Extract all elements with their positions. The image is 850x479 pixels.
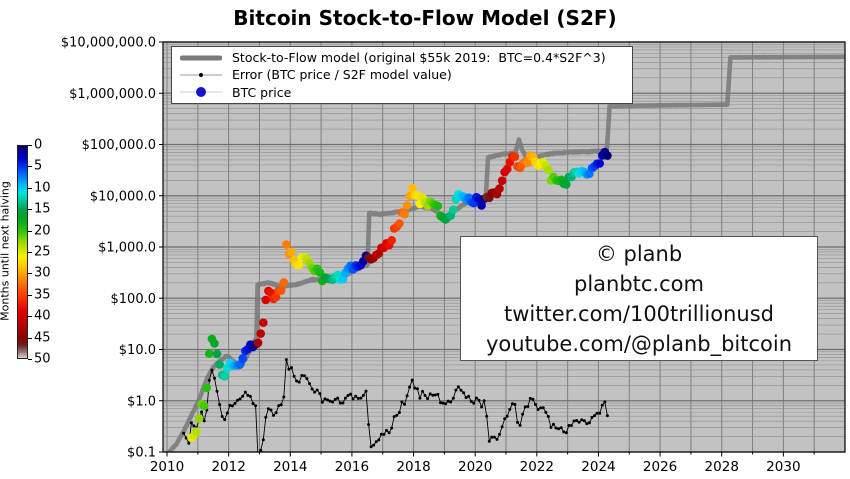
colorbar-tick-mark <box>28 187 32 189</box>
error-line-swatch-icon <box>178 72 224 77</box>
colorbar-tick-label: 5 <box>34 158 43 174</box>
error-series <box>182 358 609 452</box>
svg-text:$10,000,000.0: $10,000,000.0 <box>61 36 156 51</box>
watermark-box: © planb planbtc.com twitter.com/100trill… <box>460 236 818 361</box>
svg-text:$0.1: $0.1 <box>127 446 156 461</box>
colorbar-tick-label: 45 <box>34 330 51 346</box>
colorbar-tick-mark <box>28 294 32 296</box>
colorbar-tick-label: 0 <box>34 137 43 153</box>
y-axis-tick-labels: $10,000,000.0 $1,000,000.0 $100,000.0 $10,0… <box>61 36 156 461</box>
svg-text:2026: 2026 <box>643 459 677 475</box>
colorbar-tick-mark <box>28 166 32 168</box>
grid-layer <box>163 41 845 453</box>
legend-label-model: Stock-to-Flow model (original $55k 2019:… <box>232 50 606 66</box>
chart-title: Bitcoin Stock-to-Flow Model (S2F) <box>233 6 617 30</box>
colorbar-tick-label: 15 <box>34 201 51 217</box>
svg-text:$1.0: $1.0 <box>127 394 156 409</box>
x-axis-tick-labels: 2010 2012 2014 2016 2018 2020 2022 2024 2026 2028… <box>150 459 801 475</box>
legend-box: Stock-to-Flow model (original $55k 2019:… <box>171 46 633 104</box>
colorbar-tick-mark <box>28 316 32 318</box>
legend-label-btc: BTC price <box>232 84 292 100</box>
colorbar-tick-label: 30 <box>34 265 51 281</box>
svg-text:2024: 2024 <box>581 459 615 475</box>
svg-text:2018: 2018 <box>396 459 430 475</box>
colorbar-axis-label: Months until next halving <box>0 181 12 321</box>
svg-text:2022: 2022 <box>520 459 554 475</box>
watermark-line-4: youtube.com/@planb_bitcoin <box>485 331 793 356</box>
colorbar-tick-mark <box>28 230 32 232</box>
svg-text:$10.0: $10.0 <box>119 343 156 358</box>
legend-item-error: Error (BTC price / S2F model value) <box>178 66 626 83</box>
watermark-line-1: © planb <box>595 241 683 266</box>
btc-price-series <box>187 147 612 443</box>
colorbar-tick-mark <box>28 273 32 275</box>
colorbar-tick-mark <box>28 252 32 253</box>
watermark-line-3: twitter.com/100trillionusd <box>504 301 774 326</box>
legend-item-btc: BTC price <box>178 84 626 101</box>
colorbar-tick-label: 50 <box>34 351 51 367</box>
svg-text:$100,000.0: $100,000.0 <box>82 138 156 153</box>
svg-text:2014: 2014 <box>273 459 307 475</box>
watermark-line-2: planbtc.com <box>574 271 704 296</box>
svg-text:$10,000.0: $10,000.0 <box>90 189 156 204</box>
svg-text:2028: 2028 <box>705 459 739 475</box>
colorbar-tick-label: 25 <box>34 244 51 260</box>
svg-text:$100.0: $100.0 <box>111 292 157 307</box>
svg-text:2030: 2030 <box>766 459 800 475</box>
colorbar-tick-mark <box>28 209 32 211</box>
colorbar-tick-label: 35 <box>34 287 51 303</box>
legend-label-error: Error (BTC price / S2F model value) <box>232 67 452 83</box>
svg-text:2012: 2012 <box>211 459 245 475</box>
legend-item-model: Stock-to-Flow model (original $55k 2019:… <box>178 49 626 66</box>
btc-dot-swatch-icon <box>178 87 224 98</box>
colorbar-gradient <box>17 145 28 359</box>
svg-text:2020: 2020 <box>458 459 492 475</box>
svg-text:$1,000.0: $1,000.0 <box>98 241 156 256</box>
svg-text:2010: 2010 <box>150 459 184 475</box>
colorbar-tick-label: 20 <box>34 223 51 239</box>
svg-text:2016: 2016 <box>335 459 369 475</box>
model-line <box>165 54 845 452</box>
colorbar-tick-mark <box>28 337 32 339</box>
axis-ticks <box>159 41 815 457</box>
svg-text:$1,000,000.0: $1,000,000.0 <box>69 87 156 102</box>
colorbar-tick-mark <box>28 359 32 360</box>
colorbar-tick-label: 10 <box>34 180 51 196</box>
colorbar-tick-label: 40 <box>34 308 51 324</box>
colorbar-tick-mark <box>28 145 32 146</box>
